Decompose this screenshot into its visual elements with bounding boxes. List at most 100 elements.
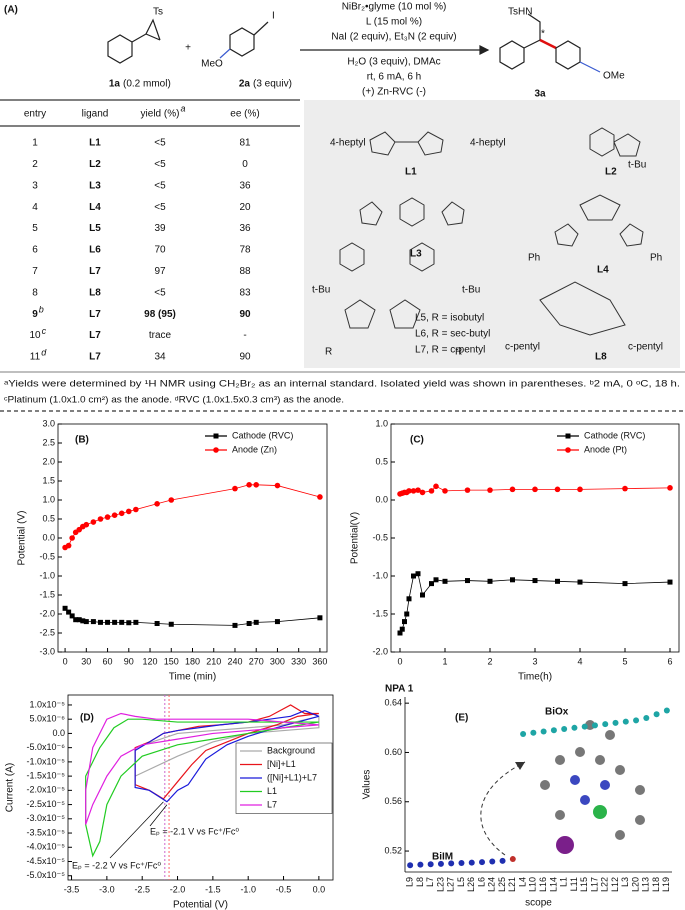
- marker: [97, 516, 104, 522]
- point: [437, 860, 444, 867]
- ligand-label: t-Bu: [628, 160, 646, 171]
- panel-label: (D): [80, 713, 94, 724]
- table-cell: L2: [89, 159, 101, 170]
- table-cell: 83: [239, 287, 251, 298]
- y-tick-label: -5.0x10⁻⁵: [26, 870, 65, 880]
- scheme-text: TsHN: [508, 7, 532, 18]
- legend-marker: [213, 433, 219, 439]
- y-tick-label: -1.0: [39, 570, 55, 580]
- footnote: ᵃYields were determined by ¹H NMR using …: [4, 378, 680, 388]
- y-tick-label: 0.0: [52, 728, 65, 738]
- marker: [410, 488, 417, 494]
- table-cell: 36: [239, 180, 251, 191]
- marker: [429, 581, 434, 587]
- marker: [577, 579, 583, 585]
- legend-marker: [565, 447, 571, 453]
- marker: [532, 486, 538, 493]
- legend-label: Anode (Pt): [584, 444, 627, 454]
- marker: [399, 626, 405, 632]
- marker: [667, 485, 673, 491]
- point: [571, 724, 578, 731]
- point: [417, 861, 424, 868]
- table-cell: <5: [154, 287, 166, 298]
- marker: [433, 577, 439, 583]
- table-cell: <5: [154, 202, 166, 213]
- table-cell: 3: [32, 180, 38, 191]
- x-tick-label: L9: [405, 877, 415, 887]
- table-cell: 11: [30, 352, 41, 363]
- y-tick-label: -1.0: [372, 570, 388, 580]
- scheme-text: +: [185, 43, 191, 54]
- legend-marker: [565, 433, 571, 439]
- marker: [274, 482, 281, 489]
- table-cell: <5: [154, 159, 166, 170]
- table-cell: 8: [32, 287, 38, 298]
- marker: [83, 619, 89, 625]
- ligand-label: L1: [405, 167, 417, 178]
- marker: [76, 617, 82, 623]
- table-cell: L7: [89, 266, 101, 277]
- molecule-art: [480, 720, 645, 856]
- marker: [406, 488, 412, 494]
- x-tick-label: L25: [497, 877, 507, 892]
- y-tick-label: 3.0: [42, 418, 55, 428]
- point: [612, 719, 619, 726]
- marker: [69, 613, 75, 619]
- x-tick-label: 360: [312, 656, 327, 666]
- table-cell: trace: [149, 330, 172, 341]
- x-tick-label: L12: [610, 877, 620, 892]
- chart-title: NPA 1: [385, 684, 414, 695]
- x-tick-label: 270: [249, 656, 264, 666]
- point: [530, 729, 537, 736]
- scheme-text: 2a: [239, 79, 251, 90]
- x-tick-label: L17: [589, 877, 599, 892]
- ligand-label: Ph: [650, 253, 662, 264]
- marker: [232, 485, 238, 492]
- y-tick-label: 0.52: [384, 845, 402, 855]
- ligand-label: L5, R = isobutyl: [415, 313, 484, 324]
- condition: L (15 mol %): [366, 17, 422, 28]
- scheme-text: (3 equiv): [253, 79, 292, 90]
- x-tick-label: 5: [622, 656, 627, 666]
- panel-label: (C): [410, 435, 424, 446]
- marker: [90, 519, 97, 525]
- marker: [406, 596, 412, 602]
- table-cell: 9: [32, 309, 38, 320]
- plot-frame: [67, 694, 334, 881]
- table-cell: L8: [89, 287, 101, 298]
- x-tick-label: 4: [577, 656, 582, 666]
- point: [663, 707, 670, 714]
- scheme-text: I: [272, 11, 275, 22]
- x-tick-label: 0: [63, 656, 68, 666]
- ligand-label: c-pentyl: [505, 342, 540, 353]
- ligand-label: L4: [597, 265, 609, 276]
- x-tick-label: -3.0: [99, 884, 115, 894]
- table-cell: 10: [29, 330, 41, 341]
- table-cell: L7: [89, 352, 101, 363]
- marker: [442, 488, 448, 494]
- annotation: BiIM: [432, 852, 453, 863]
- marker: [415, 487, 421, 493]
- scheme-text: OMe: [603, 71, 625, 82]
- table-cell: 88: [239, 266, 251, 277]
- condition: (+) Zn-RVC (-): [362, 87, 426, 98]
- table-cell: 70: [154, 245, 166, 256]
- point: [602, 721, 609, 728]
- marker: [246, 482, 252, 488]
- table-cell: 97: [154, 266, 166, 277]
- marker: [667, 579, 673, 585]
- x-tick-label: -0.5: [276, 884, 292, 894]
- marker: [97, 619, 103, 625]
- legend-label: Anode (Zn): [232, 444, 277, 454]
- table-cell: L3: [89, 180, 101, 191]
- legend-label: L1: [267, 786, 277, 796]
- point: [407, 862, 414, 869]
- point: [581, 723, 588, 730]
- x-tick-label: L26: [466, 877, 476, 892]
- point: [622, 718, 629, 725]
- y-tick-label: -2.5x10⁻⁵: [26, 799, 65, 809]
- scheme-text: Ts: [153, 7, 163, 18]
- ligand-label: t-Bu: [462, 285, 480, 296]
- y-tick-label: -2.0: [372, 646, 388, 656]
